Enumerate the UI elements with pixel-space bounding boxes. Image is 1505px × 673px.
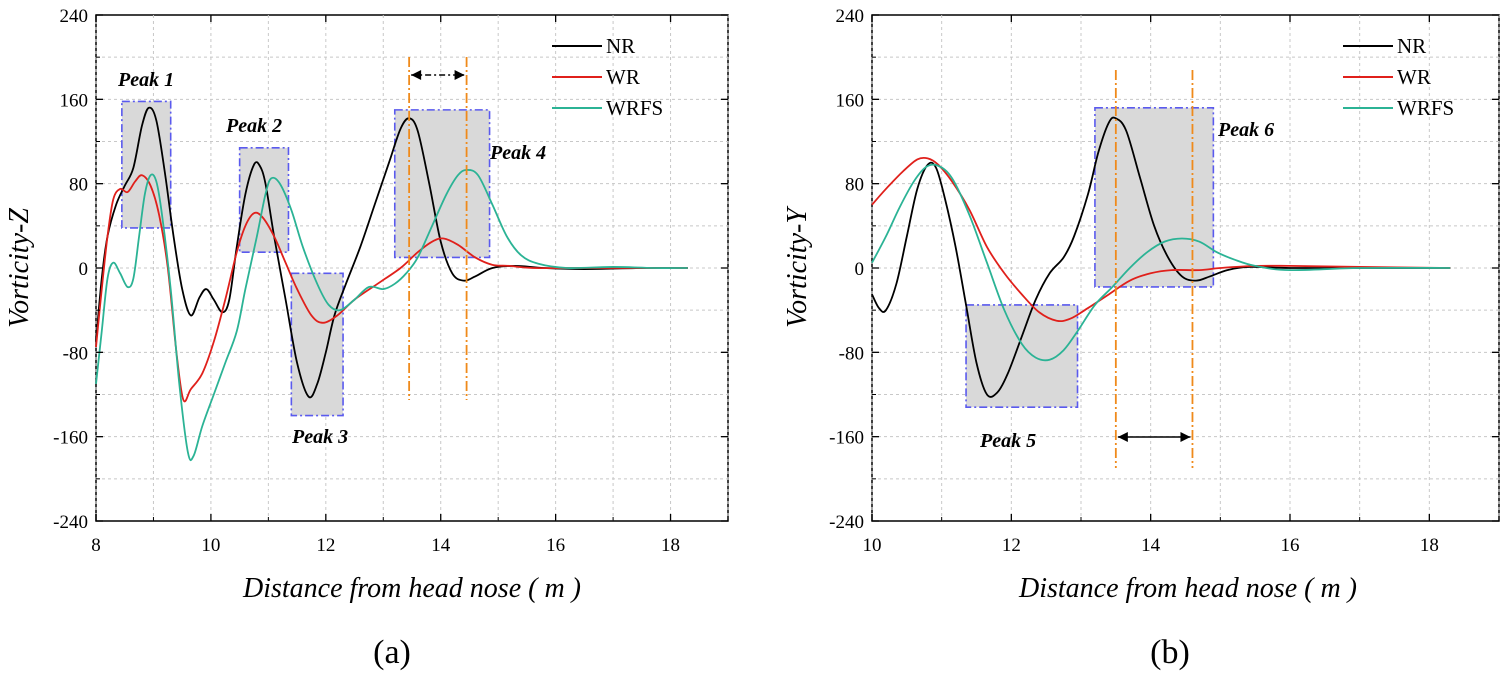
panel-a-ylabel: Vorticity-Z: [4, 208, 35, 328]
legend-label-wrfs: WRFS: [1397, 96, 1454, 120]
y-tick-label: 160: [60, 90, 89, 111]
shift-arrowhead-right: [1180, 432, 1191, 442]
series-line-wr: [871, 156, 1451, 323]
y-tick-label: -240: [53, 512, 88, 533]
peak-label-2: Peak 2: [225, 115, 282, 137]
panel-b-peak-labels: Peak 5 Peak 6: [979, 119, 1274, 452]
peak-box-1: [121, 100, 172, 229]
series-line-nr: [871, 116, 1451, 398]
x-tick-label: 18: [661, 535, 680, 556]
y-tick-label: 240: [836, 6, 865, 27]
peak-box-2: [1094, 106, 1215, 288]
y-tick-label: -80: [839, 343, 864, 364]
panel-a-series: [95, 106, 688, 462]
panel-a-xlabel: Distance from head nose ( m ): [242, 573, 581, 604]
legend-label-nr: NR: [606, 34, 635, 58]
shift-arrowhead-right: [454, 70, 465, 80]
panel-a-vlines: [408, 57, 468, 400]
y-tick-label: -160: [53, 428, 88, 449]
legend-label-wr: WR: [606, 65, 640, 89]
x-tick-label: 10: [201, 535, 220, 556]
x-tick-label: 16: [1281, 535, 1300, 556]
panel-a-peak-labels: Peak 1 Peak 2 Peak 3 Peak 4: [117, 69, 546, 448]
x-tick-label: 14: [431, 535, 451, 556]
panel-b-ylabel: Vorticity-Y: [782, 205, 813, 328]
series-line-nr: [95, 106, 688, 399]
peak-label-4: Peak 4: [489, 142, 546, 164]
panel-b-xlabel: Distance from head nose ( m ): [1018, 573, 1357, 604]
legend-label-wrfs: WRFS: [606, 96, 663, 120]
y-tick-label: 0: [79, 259, 89, 280]
y-tick-label: 160: [836, 90, 865, 111]
y-tick-label: -240: [829, 512, 864, 533]
x-tick-label: 16: [546, 535, 565, 556]
peak-box-4: [393, 109, 491, 259]
x-tick-label: 8: [91, 535, 101, 556]
panel-a-caption: (a): [373, 634, 411, 671]
peak-label-2: Peak 6: [1217, 119, 1274, 141]
panel-b-vlines: [1114, 70, 1194, 468]
panel-b-caption: (b): [1150, 634, 1190, 671]
y-tick-label: 240: [60, 6, 89, 27]
legend-label-wr: WR: [1397, 65, 1431, 89]
x-tick-label: 12: [1002, 535, 1021, 556]
x-tick-label: 12: [316, 535, 335, 556]
shift-arrowhead-left: [1117, 432, 1128, 442]
peak-box-3: [290, 272, 344, 417]
shift-arrowhead-left: [411, 70, 422, 80]
panel-b-legend: NR WR WRFS: [1343, 34, 1454, 120]
panel-b-peak-boxes: [965, 106, 1215, 408]
x-tick-label: 14: [1141, 535, 1161, 556]
x-tick-label: 18: [1420, 535, 1439, 556]
peak-label-1: Peak 1: [117, 69, 174, 91]
panel-a-peak-boxes: [121, 100, 491, 417]
series-line-wrfs: [871, 163, 1451, 362]
y-tick-label: 80: [69, 175, 88, 196]
panel-a-ticks: 8 10 12 14 16 18 -240 -160 -80 0 80 160 240: [53, 6, 729, 556]
y-tick-label: 80: [845, 175, 864, 196]
panel-b-series: [871, 116, 1451, 398]
panel-a-legend: NR WR WRFS: [552, 34, 663, 120]
series-line-wrfs: [95, 169, 688, 462]
peak-label-1: Peak 5: [979, 430, 1036, 452]
series-line-wr: [95, 174, 688, 403]
legend-label-nr: NR: [1397, 34, 1426, 58]
panel-b-ticks: 10 12 14 16 18 -240 -160 -80 0 80 160 240: [829, 6, 1500, 556]
y-tick-label: 0: [855, 259, 865, 280]
y-tick-label: -160: [829, 428, 864, 449]
y-tick-label: -80: [63, 343, 88, 364]
x-tick-label: 10: [863, 535, 882, 556]
peak-label-3: Peak 3: [291, 426, 348, 448]
